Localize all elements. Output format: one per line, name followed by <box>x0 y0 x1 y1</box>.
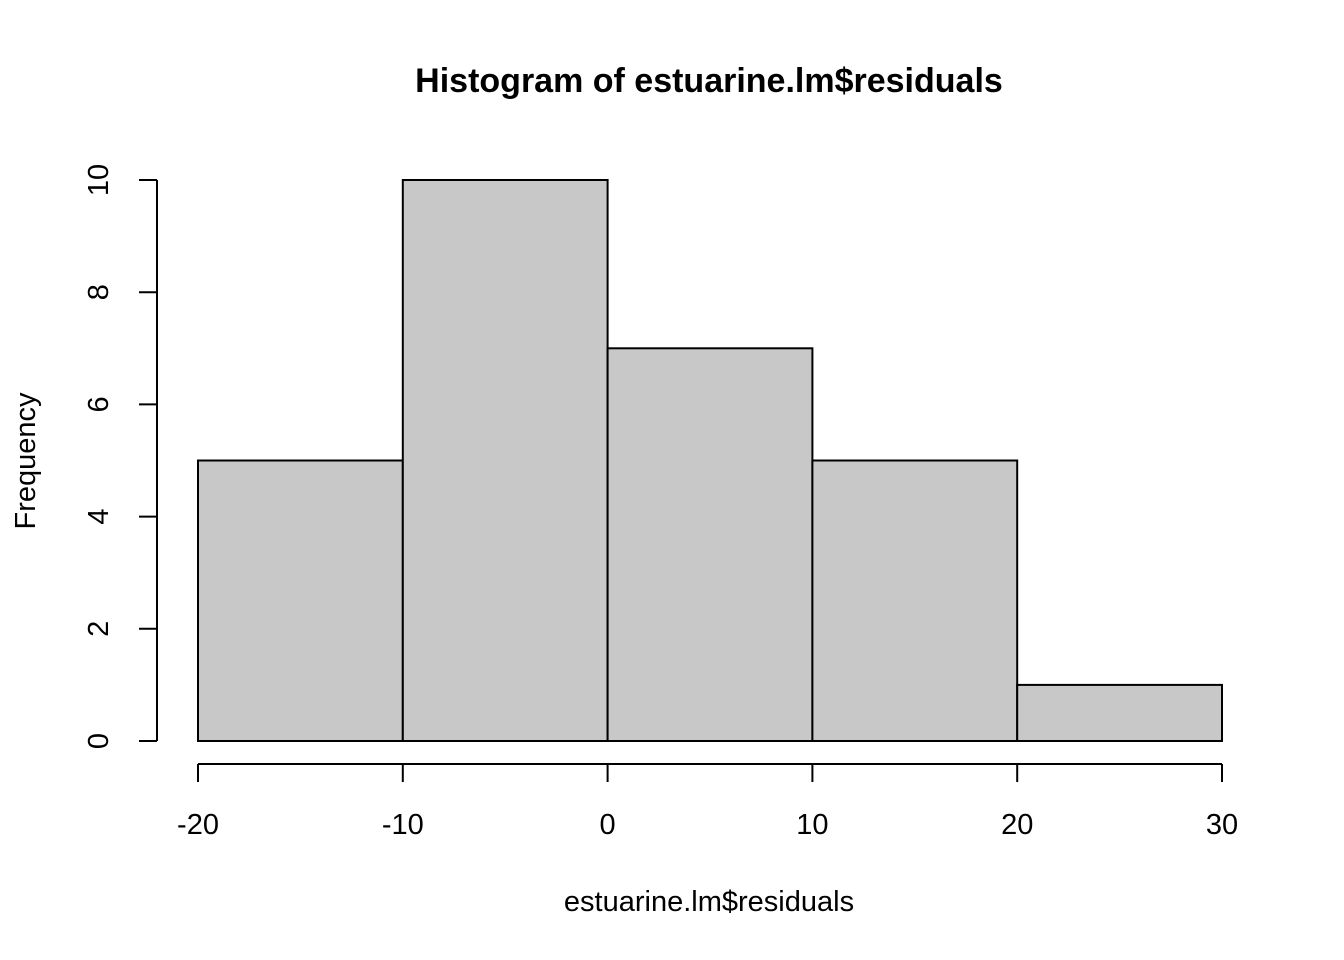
y-tick-label: 2 <box>83 621 115 637</box>
y-axis: 0 2 4 6 8 10 <box>83 164 158 749</box>
y-axis-label: Frequency <box>10 392 42 530</box>
histogram-bar-5 <box>1016 683 1224 743</box>
x-axis-label: estuarine.lm$residuals <box>564 886 854 918</box>
y-tick-label: 0 <box>83 733 115 749</box>
x-tick-label: 10 <box>796 809 828 841</box>
histogram-bar-1 <box>197 459 404 742</box>
x-tick-label: -10 <box>382 809 424 841</box>
x-tick-label: 0 <box>600 809 616 841</box>
x-axis: -20 -10 0 10 20 30 <box>177 763 1238 841</box>
histogram-bar-3 <box>606 347 814 742</box>
x-tick-label: 30 <box>1206 809 1238 841</box>
y-tick-label: 6 <box>83 396 115 412</box>
bars-group <box>197 179 1224 743</box>
y-tick-label: 10 <box>83 164 115 196</box>
y-tick-label: 8 <box>83 284 115 300</box>
x-tick-label: 20 <box>1001 809 1033 841</box>
x-tick-label: -20 <box>177 809 219 841</box>
chart-title: Histogram of estuarine.lm$residuals <box>415 62 1003 100</box>
histogram-bar-2 <box>401 179 609 742</box>
y-tick-label: 4 <box>83 509 115 525</box>
histogram-bar-4 <box>811 459 1019 742</box>
